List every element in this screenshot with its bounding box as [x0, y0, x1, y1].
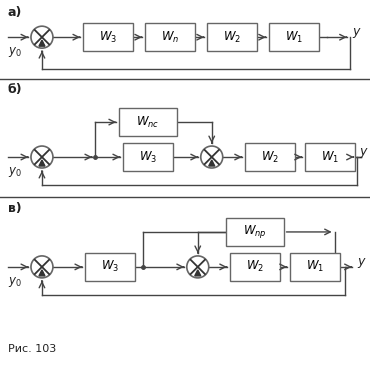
- Text: б): б): [8, 83, 23, 96]
- Circle shape: [31, 146, 53, 168]
- Text: $W_3$: $W_3$: [101, 259, 119, 275]
- Bar: [85, 253, 135, 281]
- Text: $y_0$: $y_0$: [8, 275, 22, 289]
- Bar: [119, 108, 177, 136]
- Text: $W_n$: $W_n$: [161, 30, 179, 45]
- Bar: [207, 23, 257, 51]
- Text: $W_2$: $W_2$: [223, 30, 241, 45]
- Text: $y$: $y$: [359, 146, 369, 160]
- Text: $W_3$: $W_3$: [99, 30, 117, 45]
- Text: $y$: $y$: [357, 256, 366, 270]
- Text: $W_{np}$: $W_{np}$: [243, 224, 266, 240]
- Text: $W_1$: $W_1$: [306, 259, 324, 275]
- Polygon shape: [39, 160, 45, 166]
- Bar: [230, 253, 280, 281]
- Circle shape: [201, 146, 223, 168]
- Bar: [305, 143, 354, 171]
- Bar: [145, 23, 195, 51]
- Text: $W_{nc}$: $W_{nc}$: [136, 115, 159, 130]
- Text: $W_3$: $W_3$: [139, 149, 157, 164]
- Text: $W_2$: $W_2$: [246, 259, 264, 275]
- Polygon shape: [209, 160, 215, 166]
- Text: $y_0$: $y_0$: [8, 165, 22, 179]
- Text: в): в): [8, 203, 21, 215]
- Bar: [83, 23, 133, 51]
- Text: $W_2$: $W_2$: [260, 149, 279, 164]
- Text: $W_1$: $W_1$: [320, 149, 339, 164]
- Polygon shape: [39, 40, 45, 46]
- Circle shape: [187, 256, 209, 278]
- Text: $y_0$: $y_0$: [8, 45, 22, 59]
- Bar: [226, 218, 284, 246]
- Text: а): а): [8, 6, 22, 19]
- Text: Рис. 103: Рис. 103: [8, 344, 56, 354]
- Bar: [123, 143, 173, 171]
- Circle shape: [31, 256, 53, 278]
- Bar: [245, 143, 295, 171]
- Polygon shape: [39, 270, 45, 276]
- Text: $W_1$: $W_1$: [285, 30, 303, 45]
- Text: $y$: $y$: [352, 26, 361, 40]
- Circle shape: [31, 26, 53, 48]
- Bar: [269, 23, 319, 51]
- Bar: [290, 253, 340, 281]
- Polygon shape: [195, 270, 201, 276]
